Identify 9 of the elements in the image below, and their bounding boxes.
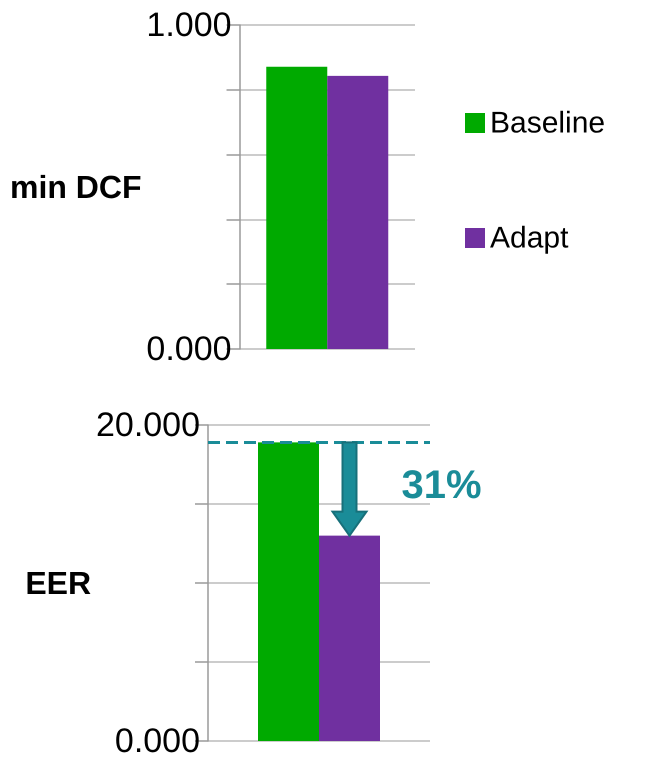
y-tick-label: 20.000 bbox=[96, 406, 200, 444]
y-tick-label: 0.000 bbox=[146, 330, 232, 368]
y-tick-label: 1.000 bbox=[146, 6, 232, 44]
annotation: 31% bbox=[402, 462, 482, 507]
y-tick-label: 0.000 bbox=[114, 722, 200, 760]
legend-label: Baseline bbox=[490, 106, 606, 140]
legend-label: Adapt bbox=[490, 222, 570, 254]
y-axis-title: EER bbox=[25, 565, 92, 601]
y-axis-title: min DCF bbox=[10, 169, 142, 205]
